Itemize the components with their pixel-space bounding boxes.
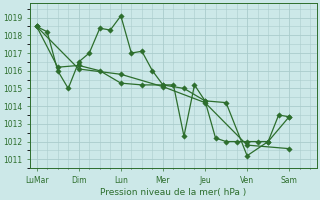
X-axis label: Pression niveau de la mer( hPa ): Pression niveau de la mer( hPa )	[100, 188, 247, 197]
